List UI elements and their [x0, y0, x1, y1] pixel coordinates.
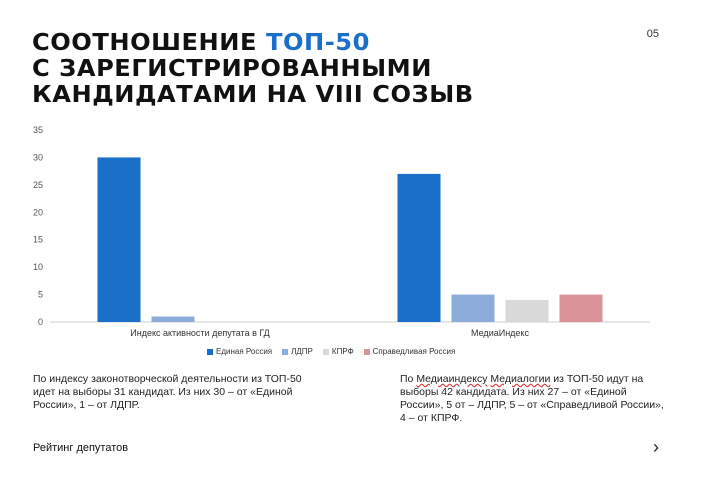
page-number: 05 [646, 28, 659, 40]
y-tick-label: 20 [33, 207, 43, 217]
bar [151, 316, 195, 322]
legend-item: Справедливая Россия [363, 347, 456, 356]
y-tick-label: 15 [33, 235, 43, 245]
legend-label: Справедливая Россия [372, 347, 456, 356]
legend-item: ЛДПР [282, 347, 313, 356]
y-tick-label: 35 [33, 125, 43, 135]
title-line-1: Соотношение ТОП-50 [32, 30, 370, 56]
footer-label: Рейтинг депутатов [33, 442, 129, 454]
legend-swatch [282, 348, 289, 355]
legend-swatch [322, 348, 329, 355]
page-title: Соотношение ТОП-50 с зарегистрированными… [32, 30, 474, 108]
title-highlight: ТОП-50 [265, 30, 370, 56]
y-tick-label: 0 [38, 317, 43, 327]
note-right: По Медиаиндексу Медиалогии из ТОП-50 иду… [400, 373, 664, 424]
legend-swatch [363, 348, 370, 355]
x-category-label: Индекс активности депутата в ГД [130, 328, 269, 338]
legend-swatch [207, 348, 213, 355]
legend-label: Единая Россия [216, 347, 273, 356]
link-medialogia: Медиалогии [490, 373, 551, 385]
y-tick-label: 30 [33, 152, 43, 162]
title-line-3: кандидатами на VIII созыв [32, 82, 474, 108]
legend-label: ЛДПР [291, 347, 313, 356]
title-line-2: с зарегистрированными [32, 56, 432, 82]
link-mediaindex: Медиаиндексу [416, 373, 488, 385]
x-category-label: МедиаИндекс [471, 328, 529, 338]
bar [451, 294, 495, 322]
bar [97, 157, 141, 322]
bar-chart: 0 5 10 15 20 25 30 35 Индекс активности депутата… [33, 125, 650, 338]
legend-label: КПРФ [331, 347, 354, 356]
y-tick-label: 10 [33, 262, 43, 272]
bar [559, 294, 603, 322]
y-tick-label: 5 [38, 290, 43, 300]
legend-item: КПРФ [322, 347, 354, 356]
bar [505, 300, 549, 322]
note-left: По индексу законотворческой деятельности… [33, 373, 302, 411]
chart-legend: Единая Россия ЛДПР КПРФ Справедливая Россия [207, 347, 455, 356]
bar [397, 173, 441, 322]
chevron-right-icon[interactable]: › [653, 437, 659, 457]
legend-item: Единая Россия [207, 347, 272, 356]
y-tick-label: 25 [33, 180, 43, 190]
